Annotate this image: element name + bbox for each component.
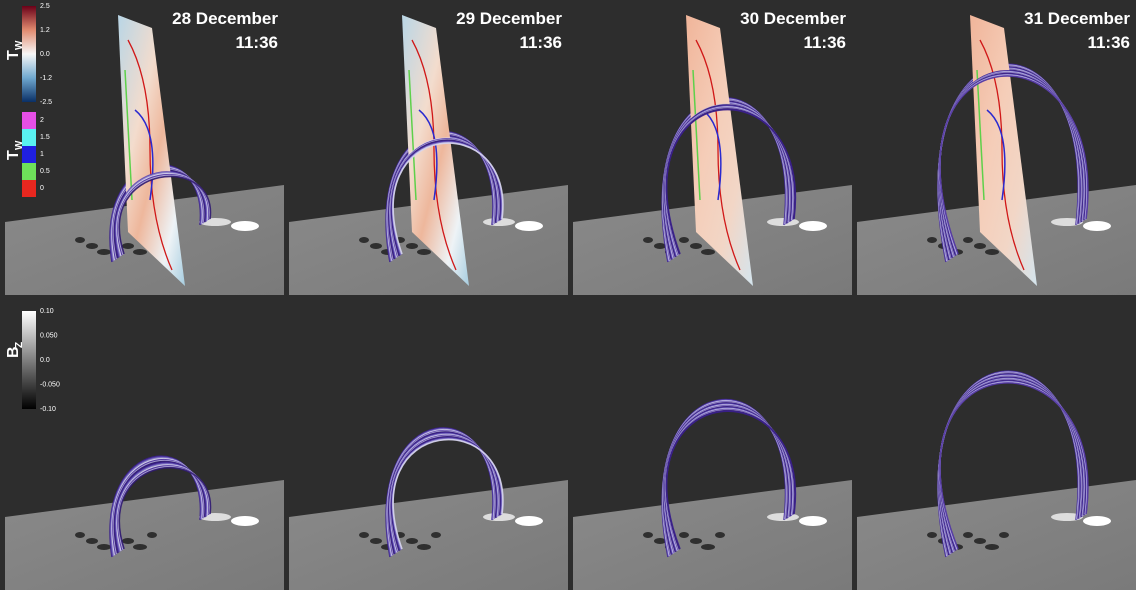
negative-polarity [406, 538, 418, 544]
magnetogram-plane [5, 480, 284, 590]
date-label: 29 December [456, 9, 562, 28]
negative-polarity [359, 532, 369, 538]
colorbar-tick-label: 2 [40, 117, 44, 124]
negative-polarity [985, 249, 999, 255]
negative-polarity [701, 544, 715, 550]
positive-polarity [231, 516, 259, 526]
negative-polarity [715, 532, 725, 538]
negative-polarity [122, 243, 134, 249]
panel [573, 400, 852, 590]
colorbar-tick-label: 0.5 [40, 168, 50, 175]
colorbar-tick-label: 1.2 [40, 27, 50, 34]
colorbar-tick-label: -2.5 [40, 99, 52, 106]
negative-polarity [985, 544, 999, 550]
negative-polarity [690, 538, 702, 544]
negative-polarity [370, 243, 382, 249]
negative-polarity [406, 243, 418, 249]
time-label: 11:36 [803, 33, 846, 52]
date-label: 31 December [1024, 9, 1130, 28]
negative-polarity [133, 249, 147, 255]
colorbar-label-subscript: W [14, 140, 25, 150]
negative-polarity [643, 237, 653, 243]
colorbar-tick-label: 0.050 [40, 332, 58, 339]
date-label: 28 December [172, 9, 278, 28]
panel: 30 December 11:36 [573, 9, 852, 295]
colorbar-tick-label: 1.5 [40, 134, 50, 141]
colorbar-tick-label: 2.5 [40, 3, 50, 10]
negative-polarity [679, 532, 689, 538]
negative-polarity [370, 538, 382, 544]
figure: 28 December11:3629 December11:3630 Decem… [0, 0, 1136, 590]
colorbar-label: T [5, 150, 22, 160]
colorbar-tick-label: -0.050 [40, 381, 60, 388]
magnetogram-plane [573, 480, 852, 590]
negative-polarity [974, 243, 986, 249]
negative-polarity [359, 237, 369, 243]
panel [857, 371, 1136, 590]
panel [5, 456, 284, 590]
negative-polarity [75, 532, 85, 538]
contour-swatch [22, 112, 36, 129]
contour-swatch [22, 163, 36, 180]
negative-polarity [701, 249, 715, 255]
colorbar-tick-label: 1 [40, 151, 44, 158]
negative-polarity [643, 532, 653, 538]
negative-polarity [133, 544, 147, 550]
date-label: 30 December [740, 9, 846, 28]
colorbar-tick-label: 0.10 [40, 308, 54, 315]
panel [289, 428, 568, 590]
negative-polarity [927, 237, 937, 243]
time-label: 11:36 [519, 33, 562, 52]
positive-polarity [515, 221, 543, 231]
negative-polarity [431, 532, 441, 538]
negative-polarity [927, 532, 937, 538]
negative-polarity [97, 249, 111, 255]
negative-polarity [417, 544, 431, 550]
negative-polarity [122, 538, 134, 544]
colorbar-tick-label: 0.0 [40, 51, 50, 58]
panel: 29 December 11:36 [289, 9, 568, 295]
positive-polarity [799, 221, 827, 231]
positive-polarity [799, 516, 827, 526]
negative-polarity [963, 237, 973, 243]
positive-polarity [515, 516, 543, 526]
negative-polarity [86, 243, 98, 249]
panel: 31 December 11:36 [857, 9, 1136, 295]
colorbar-label-subscript: Z [14, 342, 25, 348]
negative-polarity [97, 544, 111, 550]
negative-polarity [417, 249, 431, 255]
colorbar-tick-label: 0.0 [40, 357, 50, 364]
positive-polarity [1083, 221, 1111, 231]
negative-polarity [147, 532, 157, 538]
colorbar-label: T [5, 50, 22, 60]
negative-polarity [86, 538, 98, 544]
twist-colorbar [22, 6, 36, 102]
time-label: 11:36 [1087, 33, 1130, 52]
colorbar-tick-label: -1.2 [40, 75, 52, 82]
bz-colorbar [22, 311, 36, 409]
positive-polarity [231, 221, 259, 231]
negative-polarity [974, 538, 986, 544]
positive-polarity [1083, 516, 1111, 526]
colorbar-tick-label: 0 [40, 185, 44, 192]
magnetogram-plane [289, 480, 568, 590]
legend: 2.51.20.0-1.2-2.5TW21.510.50TW0.100.0500… [5, 3, 60, 413]
negative-polarity [75, 237, 85, 243]
contour-swatch [22, 180, 36, 197]
negative-polarity [679, 237, 689, 243]
negative-polarity [690, 243, 702, 249]
time-label: 11:36 [235, 33, 278, 52]
negative-polarity [963, 532, 973, 538]
negative-polarity [999, 532, 1009, 538]
colorbar-tick-label: -0.10 [40, 406, 56, 413]
magnetogram-plane [857, 480, 1136, 590]
colorbar-label-subscript: W [14, 40, 25, 50]
